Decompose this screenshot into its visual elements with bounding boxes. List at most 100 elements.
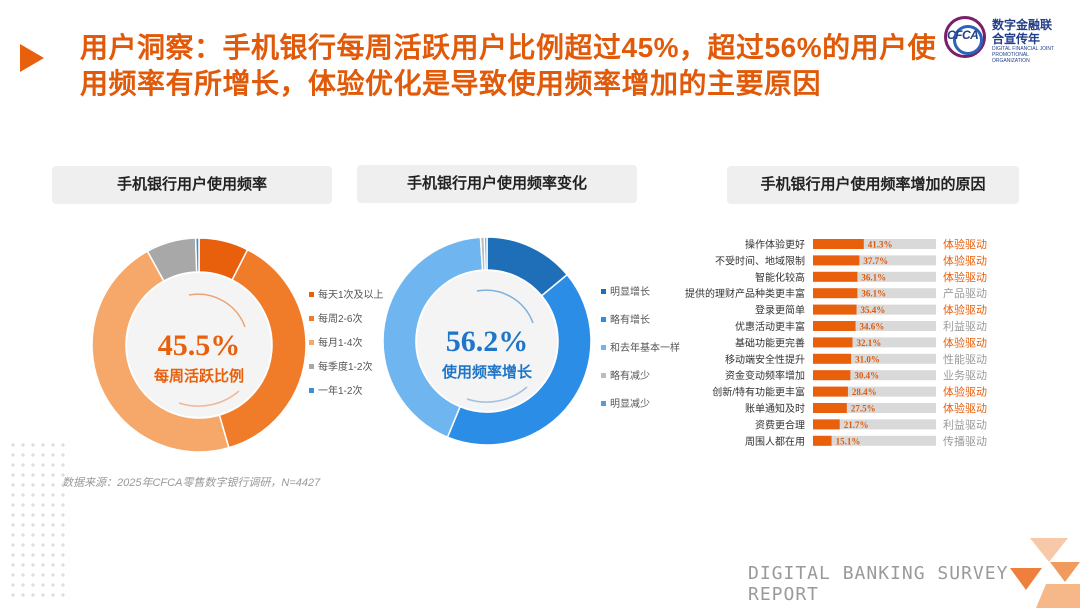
- reason-category-label: 移动端安全性提升: [725, 353, 805, 366]
- frequency-donut-center-value: 45.5%: [158, 329, 241, 362]
- reason-bar-track: [813, 255, 936, 266]
- frequency-donut-legend-swatch: [309, 364, 314, 369]
- reason-category-label: 智能化较高: [755, 271, 805, 284]
- reason-bar-track: [813, 403, 936, 413]
- reason-category-label: 优惠活动更丰富: [735, 320, 805, 333]
- reason-value-label: 34.6%: [860, 322, 885, 332]
- panel-title-frequency-change: 手机银行用户使用频率变化: [357, 165, 637, 203]
- change-donut-arc-arrow-icon: [466, 386, 528, 403]
- title-arrow-icon: [20, 44, 44, 72]
- reason-bar: [813, 370, 851, 381]
- frequency-donut-slice: [194, 237, 200, 273]
- reason-driver-label: 体验驱动: [943, 385, 987, 399]
- change-donut-legend-label: 略有减少: [610, 369, 650, 382]
- logo-ring-icon: [944, 16, 986, 58]
- frequency-donut-legend-swatch: [309, 316, 314, 321]
- cfca-logo: CFCA 数字金融联合宣传年 DIGITAL FINANCIAL JOINT P…: [944, 16, 1064, 64]
- logo-cn-text: 数字金融联合宣传年: [992, 18, 1053, 46]
- reason-bar: [813, 386, 848, 397]
- change-donut-legend-swatch: [601, 401, 606, 406]
- reason-category-label: 账单通知及时: [745, 402, 805, 415]
- frequency-donut-legend-swatch: [309, 388, 314, 393]
- reason-category-label: 创新/特有功能更丰富: [712, 386, 805, 399]
- frequency-donut-inner-background: [127, 273, 271, 417]
- reason-driver-label: 传播驱动: [943, 434, 987, 448]
- report-footer: DIGITAL BANKING SURVEY REPORT: [748, 563, 1009, 605]
- reason-value-label: 28.4%: [852, 387, 877, 397]
- logo-abbr: CFCA: [947, 28, 979, 42]
- reason-driver-label: 利益驱动: [943, 417, 987, 431]
- reason-bar: [813, 419, 840, 430]
- reason-bar: [813, 271, 858, 282]
- change-donut-legend-label: 和去年基本一样: [610, 341, 680, 354]
- reason-bar-track: [813, 239, 936, 249]
- reason-bar-track: [813, 370, 936, 381]
- frequency-donut-legend-label: 每周2-6次: [318, 312, 362, 325]
- change-donut-legend-label: 明显增长: [610, 285, 650, 298]
- reason-driver-label: 产品驱动: [943, 286, 987, 300]
- reason-driver-label: 体验驱动: [943, 237, 987, 251]
- reason-category-label: 登录更简单: [755, 304, 805, 317]
- change-donut-legend-label: 略有增长: [610, 313, 650, 326]
- reason-bar-track: [813, 321, 936, 331]
- reason-bar: [813, 403, 847, 413]
- frequency-donut-legend-label: 每月1-4次: [318, 336, 362, 349]
- frequency-donut-center-label: 每周活跃比例: [154, 367, 244, 385]
- reason-driver-label: 体验驱动: [943, 253, 987, 267]
- reason-driver-label: 体验驱动: [943, 270, 987, 284]
- panel-title-increase-reasons: 手机银行用户使用频率增加的原因: [727, 166, 1019, 204]
- reason-bar-track: [813, 288, 936, 299]
- reason-value-label: 36.1%: [861, 289, 886, 299]
- change-donut-legend-label: 明显减少: [610, 398, 650, 410]
- change-donut-slice: [382, 236, 484, 439]
- reason-bar: [813, 288, 858, 299]
- change-donut-legend-swatch: [601, 317, 606, 322]
- reason-value-label: 31.0%: [855, 354, 880, 364]
- reason-driver-label: 业务驱动: [943, 369, 987, 382]
- reason-value-label: 32.1%: [856, 338, 881, 348]
- reason-bar: [813, 321, 856, 331]
- change-donut-slice: [446, 273, 592, 446]
- data-source-note: 数据来源：2025年CFCA零售数字银行调研，N=4427: [62, 477, 321, 489]
- reason-value-label: 27.5%: [851, 404, 876, 414]
- reason-driver-label: 体验驱动: [943, 335, 987, 349]
- reason-bar-track: [813, 304, 936, 315]
- reason-value-label: 37.7%: [863, 256, 888, 266]
- reason-category-label: 不受时间、地域限制: [715, 254, 805, 267]
- reason-bar: [813, 353, 852, 364]
- reason-bar-track: [813, 337, 936, 348]
- reason-driver-label: 性能驱动: [943, 352, 987, 366]
- frequency-donut-slice: [218, 248, 307, 449]
- dot-pattern-decoration: [8, 440, 70, 600]
- reason-bar-track: [813, 353, 936, 364]
- reason-bar-track: [813, 386, 936, 397]
- logo-en-text: DIGITAL FINANCIAL JOINT PROMOTIONAL ORGA…: [992, 46, 1054, 64]
- frequency-donut-slice: [91, 250, 230, 453]
- frequency-donut-arc-arrow-icon: [178, 390, 240, 407]
- change-donut-center-value: 56.2%: [446, 325, 529, 358]
- reason-bar: [813, 304, 857, 315]
- reason-category-label: 资费更合理: [755, 418, 805, 431]
- reason-bar-track: [813, 419, 936, 430]
- change-donut-legend-swatch: [601, 345, 606, 350]
- change-donut-legend-swatch: [601, 289, 606, 294]
- frequency-donut-legend-label: 一年1-2次: [318, 384, 362, 397]
- reason-driver-label: 体验驱动: [943, 401, 987, 415]
- reason-value-label: 41.3%: [868, 240, 893, 250]
- reason-driver-label: 利益驱动: [943, 319, 987, 333]
- corner-triangle-decoration: [1010, 538, 1080, 608]
- reason-value-label: 15.1%: [836, 436, 861, 446]
- change-donut-center-label: 使用频率增长: [441, 363, 533, 381]
- reason-category-label: 资金变动频率增加: [725, 369, 805, 382]
- panel-title-frequency: 手机银行用户使用频率: [52, 166, 332, 204]
- reason-value-label: 35.4%: [861, 305, 886, 315]
- page-title: 用户洞察：手机银行每周活跃用户比例超过45%，超过56%的用户使用频率有所增长，…: [80, 32, 937, 99]
- reason-value-label: 30.4%: [854, 371, 879, 381]
- reason-bar: [813, 337, 853, 348]
- reason-category-label: 周围人都在用: [745, 436, 805, 448]
- reason-category-label: 操作体验更好: [745, 238, 805, 251]
- frequency-donut-legend-label: 每季度1-2次: [318, 360, 372, 373]
- change-donut-arc-arrow-icon: [476, 289, 534, 324]
- frequency-donut-arc-arrow-icon: [188, 293, 246, 328]
